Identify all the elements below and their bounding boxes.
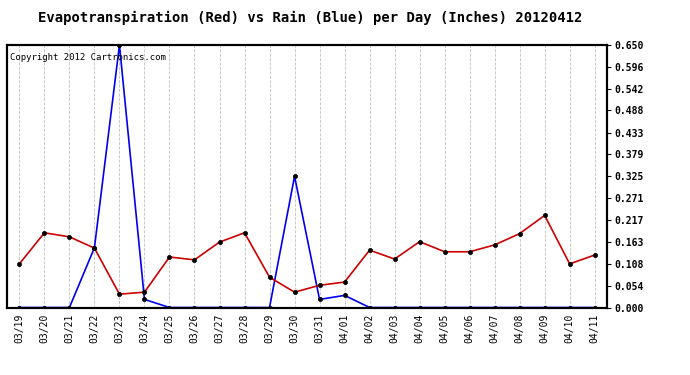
Text: Evapotranspiration (Red) vs Rain (Blue) per Day (Inches) 20120412: Evapotranspiration (Red) vs Rain (Blue) … xyxy=(39,11,582,26)
Text: Copyright 2012 Cartronics.com: Copyright 2012 Cartronics.com xyxy=(10,53,166,62)
